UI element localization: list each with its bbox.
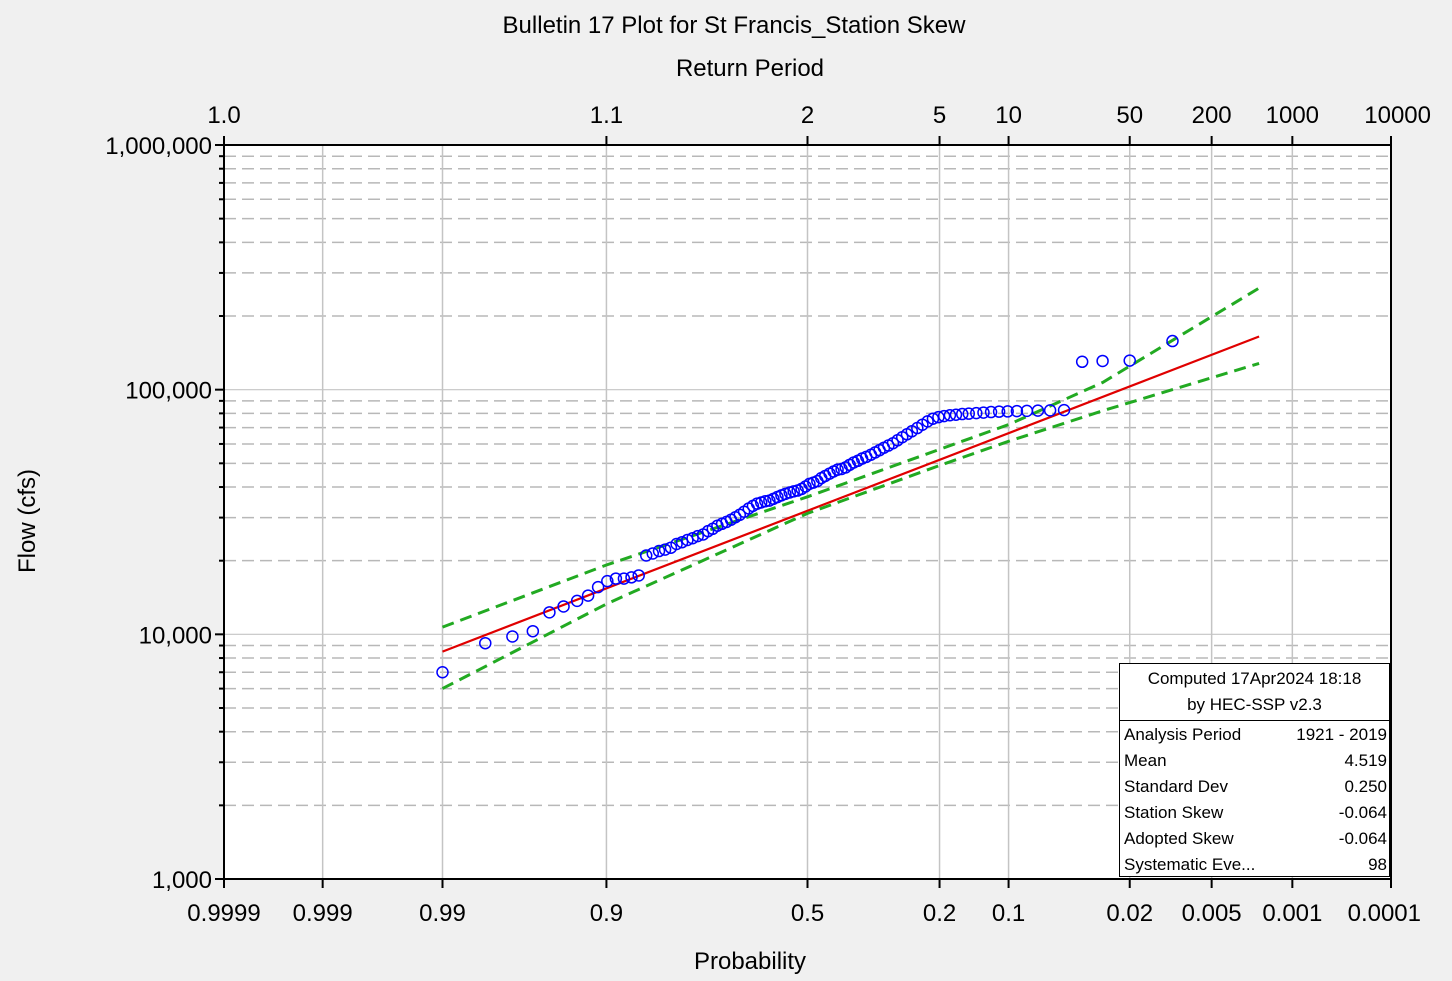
stats-legend: Computed 17Apr2024 18:18 by HEC-SSP v2.3…: [1119, 663, 1390, 877]
y-tick-label: 100,000: [125, 378, 212, 405]
top-tick-label: 5: [933, 102, 946, 129]
observed-point: [970, 406, 983, 420]
observed-point: [1075, 355, 1089, 369]
x-tick-label: 0.2: [923, 900, 956, 927]
observed-point: [962, 407, 976, 420]
y-axis-title: Flow (cfs): [14, 469, 41, 573]
legend-row-adopted-skew: Adopted Skew -0.064: [1120, 826, 1389, 852]
observed-point: [617, 572, 631, 585]
observed-point: [591, 580, 605, 594]
legend-value: 0.250: [1344, 777, 1387, 796]
legend-value: 4.519: [1344, 751, 1387, 770]
observed-point: [543, 606, 556, 619]
top-axis-title: Return Period: [676, 55, 824, 82]
y-tick-label: 1,000: [152, 867, 212, 894]
computed-curve-line: [442, 335, 1260, 653]
top-tick-label: 1.0: [207, 102, 240, 129]
legend-label: Standard Dev: [1124, 777, 1228, 796]
legend-value: -0.064: [1338, 829, 1387, 848]
legend-row-station-skew: Station Skew -0.064: [1120, 800, 1389, 826]
legend-divider: [1120, 720, 1389, 721]
legend-row-mean: Mean 4.519: [1120, 748, 1389, 774]
x-tick-label: 0.02: [1106, 900, 1153, 927]
top-tick-label: 10: [995, 102, 1022, 129]
series-layer: [436, 286, 1260, 690]
observed-point: [831, 463, 844, 476]
chart-title: Bulletin 17 Plot for St Francis_Station …: [503, 12, 967, 39]
x-tick-label: 0.99: [419, 900, 466, 927]
top-tick-label: 1.1: [590, 102, 623, 129]
observed-point: [1166, 334, 1179, 348]
observed-point: [652, 544, 666, 558]
observed-point: [1031, 404, 1045, 417]
x-tick-label: 0.005: [1182, 900, 1242, 927]
observed-point: [1010, 404, 1024, 418]
observed-point: [601, 574, 614, 588]
legend-label: Station Skew: [1124, 803, 1224, 822]
x-axis-title: Probability: [694, 948, 806, 975]
observed-point: [937, 409, 951, 423]
observed-point: [639, 549, 653, 562]
observed-point: [609, 572, 623, 585]
observed-point: [691, 529, 704, 543]
legend-computed-line: Computed 17Apr2024 18:18: [1147, 669, 1362, 688]
observed-point: [570, 594, 584, 608]
y-tick-label: 10,000: [139, 622, 212, 649]
x-tick-label: 0.001: [1262, 900, 1322, 927]
observed-point: [1043, 404, 1057, 417]
legend-label: Mean: [1124, 751, 1167, 770]
grid-layer: [224, 145, 1391, 879]
x-tick-label: 0.5: [791, 900, 824, 927]
x-tick-label: 0.1: [992, 900, 1025, 927]
observed-point: [479, 636, 492, 650]
y-tick-label: 1,000,000: [105, 133, 212, 160]
observed-point: [625, 571, 638, 584]
top-tick-label: 50: [1116, 102, 1143, 129]
observed-point: [675, 535, 689, 549]
x-tick-label: 0.999: [293, 900, 353, 927]
observed-point: [949, 408, 963, 421]
observed-point: [955, 407, 969, 421]
legend-label: Adopted Skew: [1124, 829, 1234, 848]
observed-point: [977, 406, 990, 419]
top-tick-label: 10000: [1364, 102, 1431, 129]
observed-point: [1096, 354, 1109, 368]
legend-software-line: by HEC-SSP v2.3: [1187, 695, 1322, 714]
top-tick-label: 200: [1192, 102, 1232, 129]
observed-point: [984, 405, 998, 419]
observed-point: [759, 494, 772, 508]
observed-point: [526, 624, 540, 638]
ticks-layer: 0.9999 0.999 0.99 0.9 0.5 0.2 0.1 0.02 0.005 0.00…: [105, 102, 1431, 927]
top-tick-label: 1000: [1266, 102, 1319, 129]
legend-row-standard-dev: Standard Dev 0.250: [1120, 774, 1389, 800]
observed-point: [658, 543, 672, 556]
legend-value: 1921 - 2019: [1296, 725, 1387, 744]
observed-point: [943, 409, 957, 422]
legend-label: Systematic Eve...: [1124, 855, 1256, 874]
observed-point: [670, 537, 683, 551]
observed-point: [932, 410, 945, 424]
observed-point: [646, 547, 660, 560]
x-tick-label: 0.0001: [1348, 900, 1421, 927]
observed-point: [436, 665, 449, 679]
observed-point: [1001, 405, 1014, 418]
legend-value: 98: [1368, 855, 1387, 874]
x-tick-label: 0.9999: [187, 900, 260, 927]
legend-row-analysis-period: Analysis Period 1921 - 2019: [1120, 722, 1389, 748]
legend-row-systematic-events: Systematic Eve... 98: [1120, 852, 1389, 878]
observed-point: [992, 405, 1006, 418]
observed-point: [557, 600, 570, 613]
confidence-limit-line: [441, 286, 1260, 629]
legend-value: -0.064: [1338, 803, 1387, 822]
observed-point: [632, 569, 645, 582]
top-tick-label: 2: [801, 102, 814, 129]
x-tick-label: 0.9: [590, 900, 623, 927]
observed-point: [581, 589, 595, 602]
observed-point: [506, 630, 519, 643]
legend-label: Analysis Period: [1124, 725, 1242, 744]
observed-point: [1123, 354, 1136, 367]
observed-point: [1057, 403, 1071, 417]
